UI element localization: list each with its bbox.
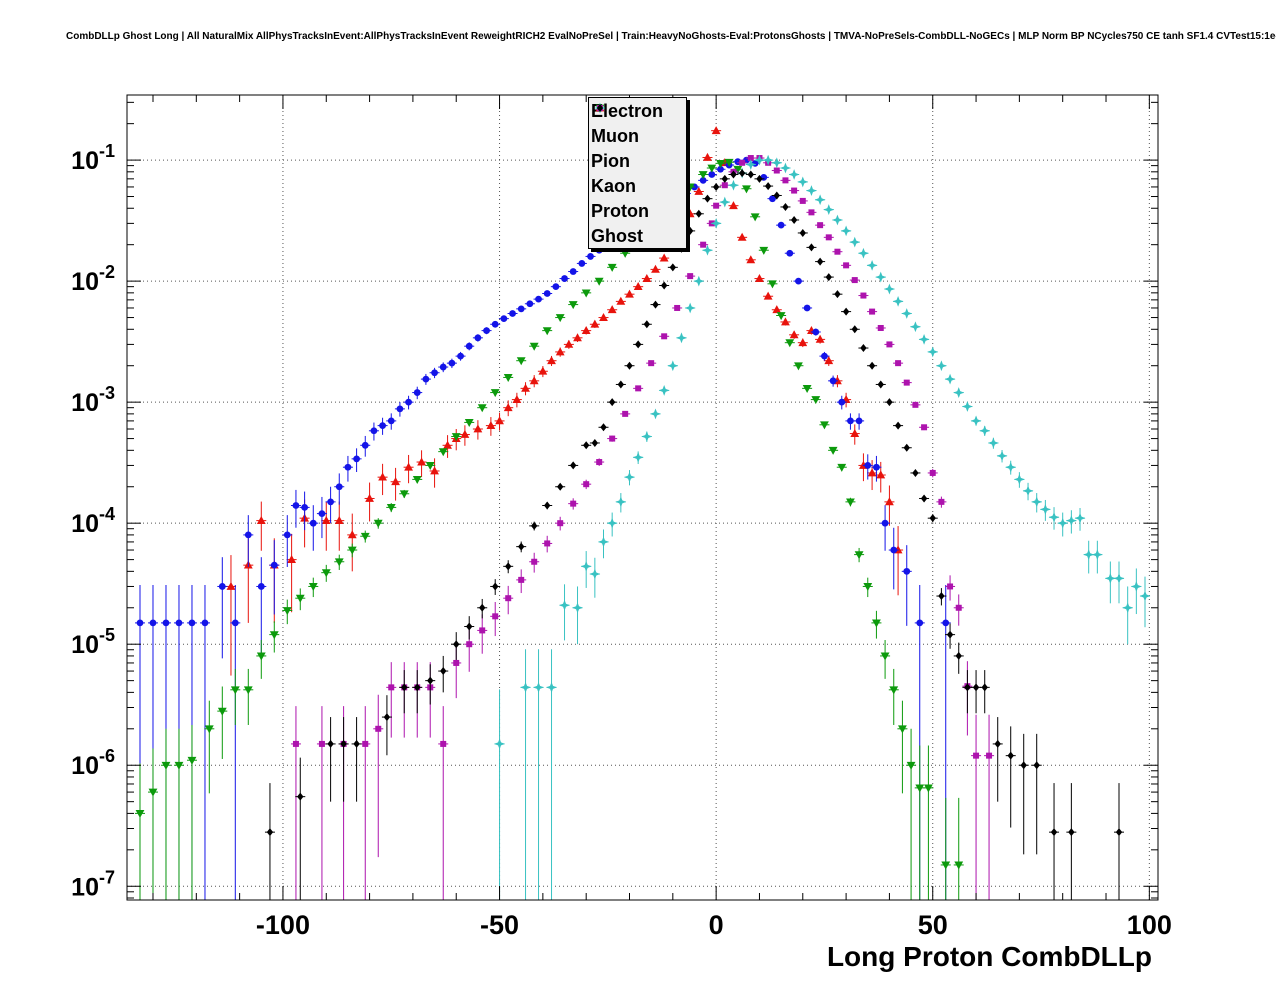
- legend-entry-ghost: Ghost: [589, 104, 686, 248]
- y-tick-label: 10-3: [71, 383, 115, 417]
- y-tick-label: 10-5: [71, 625, 115, 659]
- legend-entry-muon: Muon: [589, 104, 686, 148]
- legend-entry-proton: Proton: [589, 102, 686, 223]
- legend-label: Muon: [591, 125, 639, 146]
- plot-title: CombDLLp Ghost Long | All NaturalMix All…: [66, 31, 1276, 42]
- axis-tick-labels: -100 -50 0 50 100 10-1 10-2 10-3 10-4 10-5 10-6 10-…: [71, 141, 1172, 940]
- legend-marker-diamond-icon: [596, 104, 604, 112]
- legend-label: Ghost: [591, 225, 643, 246]
- legend-label: Kaon: [591, 175, 636, 196]
- x-tick-label: -100: [256, 910, 310, 940]
- y-tick-label: 10-7: [71, 867, 115, 901]
- x-tick-label: 50: [918, 910, 948, 940]
- y-tick-label: 10-4: [71, 504, 115, 538]
- legend-entry-pion: Pion: [589, 104, 686, 173]
- series-ghost: [264, 169, 1125, 900]
- legend-label: Pion: [591, 150, 630, 171]
- series-pion: [134, 158, 964, 900]
- legend: Electron Muon Pion Kaon Proton Ghost: [588, 97, 687, 249]
- y-tick-label: 10-2: [71, 262, 115, 296]
- axes-frame: [126, 94, 1159, 901]
- y-tick-label: 10-6: [71, 746, 115, 780]
- legend-label: Electron: [591, 100, 664, 121]
- y-tick-label: 10-1: [71, 141, 115, 175]
- x-tick-label: 100: [1127, 910, 1172, 940]
- axis-ticks: [127, 95, 1158, 900]
- series-proton: [494, 154, 1151, 900]
- legend-entry-kaon: Kaon: [589, 105, 686, 198]
- series-kaon: [290, 155, 995, 900]
- legend-label: Proton: [591, 200, 649, 221]
- x-axis-title: Long Proton CombDLLp: [827, 941, 1152, 972]
- x-tick-label: -50: [480, 910, 519, 940]
- x-tick-label: 0: [709, 910, 724, 940]
- data-series: [134, 126, 1151, 900]
- series-muon: [134, 156, 951, 900]
